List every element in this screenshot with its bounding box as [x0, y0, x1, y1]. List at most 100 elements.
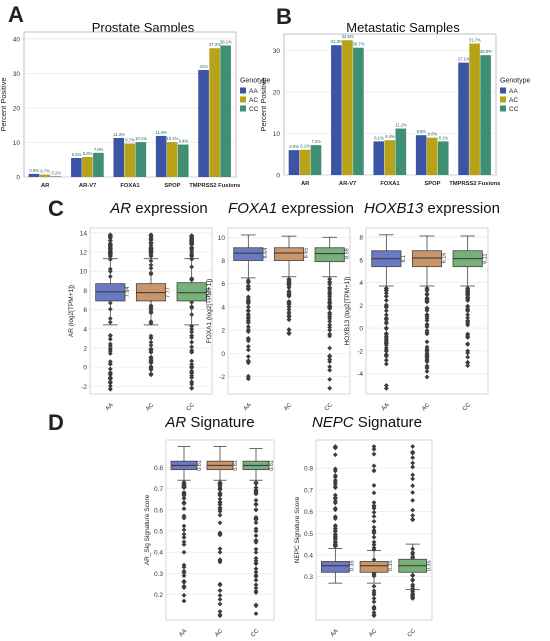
metastatic-chart-title: Metastatic Samples: [346, 20, 460, 35]
ar-signature-median-label: 0.81: [197, 460, 203, 471]
prostate-y-axis-label: Percent Positive: [0, 77, 8, 131]
nepc-signature-outlier-point: [371, 463, 377, 469]
metastatic-bar-value-label: 30.7%: [353, 42, 365, 47]
prostate-y-tick-label: 40: [13, 36, 21, 43]
metastatic-bar-value-label: 9.6%: [417, 129, 427, 134]
ar-expression-outlier-point: [189, 246, 195, 252]
ar-expression-outlier-point: [148, 354, 154, 360]
nepc-signature-outlier-point: [371, 518, 377, 524]
foxa1-expression-x-tick-label: AA: [243, 402, 253, 412]
ar-expression-outlier-point: [189, 329, 195, 335]
ar-expression-outlier-point: [148, 233, 154, 239]
hoxb13-expression-median-label: 6.16: [442, 253, 448, 264]
ar-signature-x-tick-label: CC: [250, 628, 261, 639]
foxa1-expression-outlier-point: [327, 313, 333, 319]
prostate-bar: [155, 135, 167, 177]
foxa1-expression-title-rest: expression: [277, 200, 354, 217]
ar-expression-outlier-point: [189, 326, 195, 332]
hoxb13-expression-outlier-point: [424, 291, 430, 297]
nepc-signature-outlier-point: [410, 472, 416, 478]
panel-letter-d: D: [48, 410, 64, 435]
nepc-signature-outlier-point: [371, 527, 377, 533]
ar-signature-outlier-point: [181, 506, 187, 512]
metastatic-bar-value-label: 6.1%: [300, 144, 310, 149]
prostate-legend-swatch: [240, 105, 246, 112]
metastatic-bar: [331, 45, 342, 176]
foxa1-expression-outlier-point: [286, 302, 292, 307]
ar-signature-outlier-point: [217, 581, 223, 587]
nepc-signature-outlier-point: [371, 583, 377, 589]
nepc-signature-outlier-point: [332, 452, 338, 458]
hoxb13-expression-outlier-point: [424, 305, 430, 311]
ar-signature-outlier-point: [253, 501, 259, 507]
hoxb13-expression-outlier-point: [424, 351, 430, 357]
ar-signature-outlier-point: [253, 479, 259, 485]
prostate-x-tick-label: AR: [41, 183, 50, 189]
prostate-bar: [166, 142, 178, 177]
ar-signature-outlier-point: [181, 482, 187, 488]
hoxb13-expression-outlier-point: [383, 348, 389, 354]
prostate-bar: [39, 174, 51, 177]
hoxb13-expression-outlier-point: [465, 318, 471, 324]
foxa1-expression-y-tick-label: 4: [221, 304, 225, 311]
ar-expression-outlier-point: [148, 372, 154, 378]
ar-signature-outlier-point: [253, 602, 259, 608]
hoxb13-expression-outlier-point: [383, 325, 389, 331]
ar-signature-outlier-point: [217, 505, 223, 511]
ar-expression-box: [176, 282, 207, 302]
prostate-bar-value-label: 7.0%: [94, 147, 104, 152]
foxa1-expression-y-tick-label: -2: [219, 374, 225, 381]
metastatic-legend-entry: AA: [509, 88, 518, 95]
hoxb13-expression-outlier-point: [465, 350, 471, 356]
foxa1-expression-outlier-point: [327, 345, 333, 351]
ar-expression-outlier-point: [189, 242, 195, 247]
metastatic-bar: [437, 141, 449, 175]
metastatic-x-tick-label: AR: [301, 181, 310, 187]
ar-expression-x-tick-label: AC: [145, 402, 156, 413]
ar-expression-outlier-point: [107, 233, 113, 238]
hoxb13-expression-title: HOXB13 expression: [362, 200, 502, 217]
hoxb13-expression-outlier-point: [383, 337, 389, 342]
ar-expression-outlier-point: [189, 339, 195, 345]
hoxb13-expression-outlier-point: [383, 312, 389, 318]
ar-signature-outlier-point: [253, 507, 259, 512]
ar-signature-outlier-point: [217, 500, 223, 506]
prostate-bar-value-label: 5.5%: [72, 152, 82, 157]
hoxb13-expression-outlier-point: [383, 345, 389, 351]
ar-signature-outlier-point: [253, 560, 259, 566]
nepc-signature-outlier-point: [332, 444, 338, 449]
ar-expression-outlier-point: [107, 361, 113, 367]
foxa1-expression-outlier-point: [327, 280, 333, 285]
foxa1-expression-outlier-point: [327, 285, 333, 290]
foxa1-expression-outlier-point: [286, 307, 292, 312]
foxa1-expression-x-tick-label: AC: [283, 402, 294, 413]
nepc-signature-outlier-point: [410, 497, 416, 503]
hoxb13-expression-outlier-point: [465, 291, 471, 297]
foxa1-expression-outlier-point: [327, 304, 333, 310]
hoxb13-expression-outlier-point: [383, 297, 389, 303]
hoxb13-expression-outlier-point: [424, 365, 430, 371]
ar-signature-outlier-point: [253, 515, 259, 521]
ar-signature-outlier-point: [253, 588, 259, 594]
foxa1-expression-outlier-point: [245, 344, 251, 349]
nepc-signature-y-tick-label: 0.7: [304, 487, 313, 494]
ar-signature-x-tick-label: AA: [178, 628, 188, 638]
metastatic-bar: [469, 43, 480, 175]
hoxb13-expression-outlier-point: [465, 360, 471, 366]
ar-signature-outlier-point: [217, 531, 223, 536]
foxa1-expression-outlier-point: [327, 385, 333, 391]
foxa1-expression-outlier-point: [327, 296, 333, 302]
foxa1-expression-outlier-point: [286, 293, 292, 299]
metastatic-bar: [480, 55, 491, 175]
ar-signature-outlier-point: [181, 568, 187, 574]
metastatic-legend-entry: AC: [509, 97, 518, 104]
nepc-signature-outlier-point: [410, 595, 416, 601]
ar-expression-x-tick-label: CC: [186, 402, 197, 413]
ar-expression-y-tick-label: -2: [81, 384, 87, 391]
hoxb13-expression-x-tick-label: CC: [462, 402, 473, 413]
metastatic-x-tick-label: SPOP: [424, 181, 440, 187]
ar-expression-outlier-point: [189, 369, 195, 375]
nepc-signature-outlier-point: [410, 513, 416, 518]
prostate-bar: [71, 158, 82, 177]
foxa1-expression-outlier-point: [286, 311, 292, 317]
